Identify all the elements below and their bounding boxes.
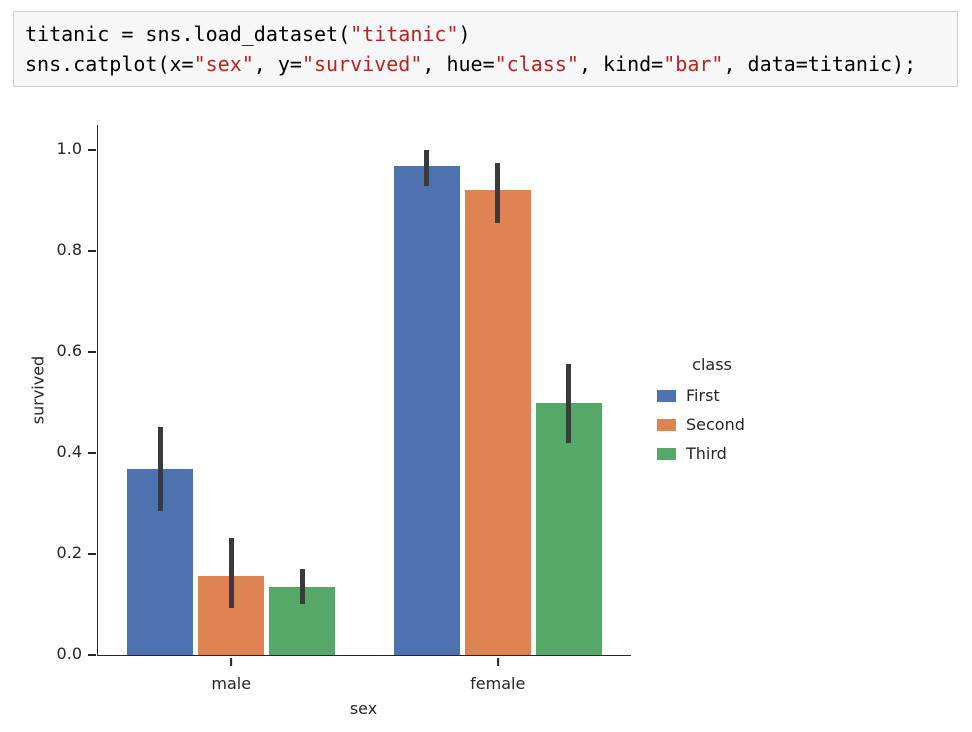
y-tick-label: 0.0 bbox=[56, 644, 82, 663]
code-token: titanic = sns.load_dataset( bbox=[25, 22, 351, 46]
code-token: , hue= bbox=[422, 52, 495, 76]
x-tick-label-female: female bbox=[470, 674, 526, 693]
plot-area: 0.0 0.2 0.4 0.6 0.8 1.0 male female bbox=[57, 125, 631, 693]
bar-second-female bbox=[464, 190, 531, 655]
legend-label-second: Second bbox=[686, 415, 745, 434]
code-string-token: "titanic" bbox=[350, 22, 459, 46]
legend-items: First Second Third bbox=[657, 381, 767, 468]
code-string-token: "sex" bbox=[193, 52, 254, 76]
y-tick-label: 1.0 bbox=[56, 139, 82, 159]
y-tick-mark bbox=[88, 250, 96, 252]
code-cell[interactable]: titanic = sns.load_dataset("titanic") sns… bbox=[13, 11, 958, 87]
x-axis-label: sex bbox=[349, 699, 378, 718]
y-tick-mark bbox=[88, 452, 96, 454]
legend: class First Second Third bbox=[657, 355, 767, 468]
code-token: sns.catplot(x= bbox=[25, 52, 194, 76]
code-editor[interactable]: titanic = sns.load_dataset("titanic") sns… bbox=[25, 19, 946, 79]
legend-swatch-second bbox=[657, 418, 676, 431]
y-tick-mark bbox=[88, 654, 96, 656]
error-bar-third-female bbox=[566, 364, 572, 443]
legend-label-first: First bbox=[686, 386, 720, 405]
y-tick-mark bbox=[88, 149, 96, 152]
legend-swatch-first bbox=[657, 389, 676, 402]
legend-label-third: Third bbox=[686, 444, 727, 463]
code-token: , data=titanic); bbox=[723, 52, 917, 76]
code-token: ) bbox=[458, 22, 471, 46]
error-bar-first-male bbox=[157, 426, 163, 512]
legend-item-third: Third bbox=[657, 439, 767, 468]
legend-swatch-third bbox=[657, 447, 676, 460]
error-bar-second-male bbox=[228, 538, 234, 609]
y-tick-label: 0.6 bbox=[56, 341, 82, 361]
code-string-token: "survived" bbox=[301, 52, 423, 76]
code-token: , kind= bbox=[578, 52, 664, 76]
legend-item-first: First bbox=[657, 381, 767, 410]
code-string-token: "class" bbox=[494, 52, 579, 76]
x-tick-label-male: male bbox=[211, 674, 252, 693]
error-bar-first-female bbox=[424, 150, 430, 186]
y-axis-label: survived bbox=[28, 355, 48, 425]
y-tick-mark bbox=[88, 351, 96, 353]
code-string-token: "bar" bbox=[663, 52, 724, 76]
y-tick-label: 0.2 bbox=[56, 543, 82, 563]
error-bar-second-female bbox=[495, 162, 501, 223]
y-tick-mark bbox=[88, 553, 96, 555]
legend-item-second: Second bbox=[657, 410, 767, 439]
bar-third-female bbox=[535, 402, 602, 655]
y-tick-label: 0.8 bbox=[56, 240, 82, 260]
x-tick-mark bbox=[496, 658, 499, 666]
code-line[interactable]: sns.catplot(x="sex", y="survived", hue="… bbox=[25, 49, 946, 79]
code-line[interactable]: titanic = sns.load_dataset("titanic") bbox=[25, 19, 946, 49]
error-bar-third-male bbox=[299, 569, 305, 605]
legend-title: class bbox=[692, 355, 732, 374]
bar-first-female bbox=[393, 166, 460, 655]
y-tick-label: 0.4 bbox=[56, 442, 82, 462]
x-tick-mark bbox=[230, 658, 233, 666]
code-token: , y= bbox=[253, 52, 302, 76]
